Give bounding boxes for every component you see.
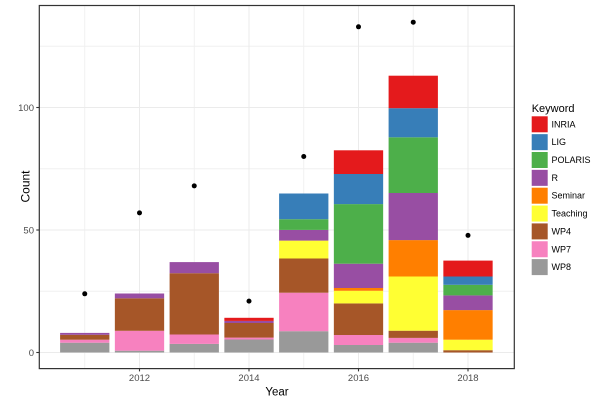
svg-text:INRIA: INRIA bbox=[552, 119, 576, 129]
svg-text:2018: 2018 bbox=[457, 373, 478, 384]
svg-text:WP7: WP7 bbox=[552, 244, 572, 254]
svg-text:POLARIS: POLARIS bbox=[552, 155, 591, 165]
svg-text:WP4: WP4 bbox=[552, 226, 572, 236]
svg-text:2014: 2014 bbox=[238, 373, 259, 384]
svg-text:Year: Year bbox=[265, 387, 288, 399]
svg-text:50: 50 bbox=[23, 226, 34, 237]
svg-text:Seminar: Seminar bbox=[552, 191, 586, 201]
svg-text:100: 100 bbox=[18, 103, 34, 114]
svg-text:Teaching: Teaching bbox=[552, 209, 588, 219]
svg-text:R: R bbox=[552, 173, 559, 183]
svg-text:WP8: WP8 bbox=[552, 262, 572, 272]
svg-text:2016: 2016 bbox=[348, 373, 369, 384]
svg-text:LIG: LIG bbox=[552, 137, 567, 147]
svg-text:2012: 2012 bbox=[129, 373, 150, 384]
svg-text:Keyword: Keyword bbox=[532, 103, 575, 115]
svg-text:Count: Count bbox=[19, 170, 33, 203]
svg-text:0: 0 bbox=[29, 348, 34, 359]
